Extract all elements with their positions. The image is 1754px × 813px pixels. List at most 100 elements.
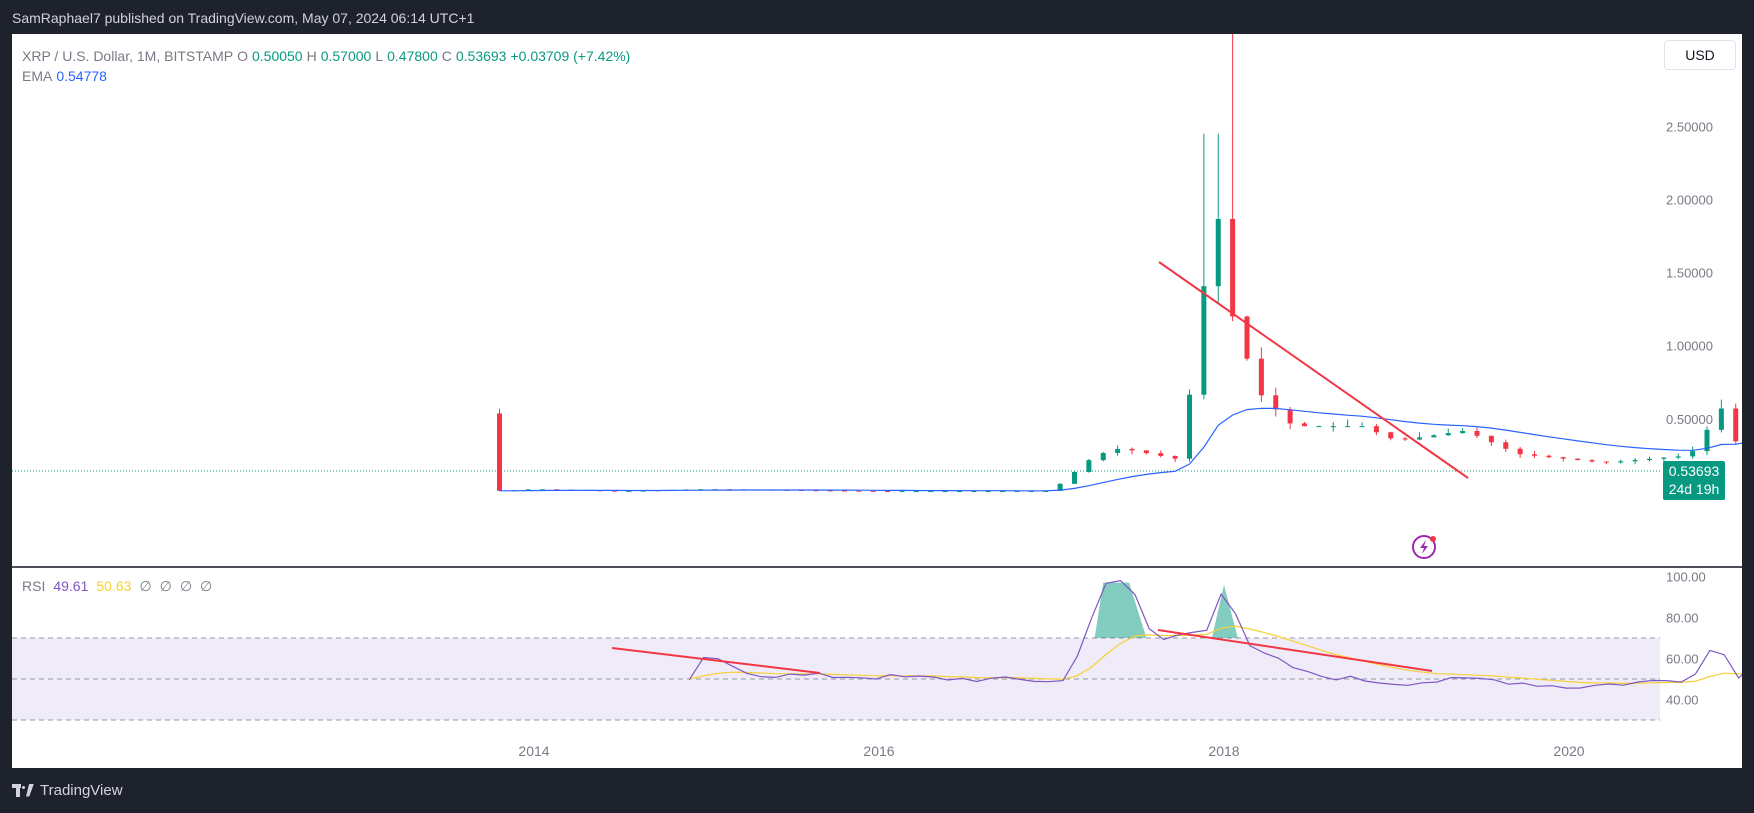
candle-body [913,491,919,493]
candle-body [1718,408,1724,430]
candle-body [1603,461,1609,463]
ema-value: 0.54778 [56,68,107,84]
symbol-legend: XRP / U.S. Dollar, 1M, BITSTAMP O 0.50050… [22,46,630,86]
candle-body [1647,458,1652,461]
candle-body [525,489,531,491]
candle-body [497,413,502,491]
candle-body [1000,491,1006,493]
candle-body [942,491,948,493]
rsi-tick-label: 40.00 [1666,693,1699,708]
candle-body [1359,426,1365,428]
candle-body [971,491,977,493]
rsi-trendline-1 [611,647,821,674]
candle-body [1187,394,1192,459]
candle-body [1532,454,1537,456]
candle-body [1517,448,1523,455]
candle-body [612,490,617,492]
candle-body [1201,286,1207,395]
current-price-value: 0.53693 [1668,463,1720,479]
price-tick-label: 0.50000 [1666,412,1713,427]
candle-body [1244,316,1250,359]
candle-body [1330,426,1336,428]
candle-body [1388,432,1394,439]
rsi-line [688,579,1742,689]
candle-body [1230,218,1236,317]
candle-body [1661,457,1667,459]
ema-line [499,407,1742,492]
candle-body [1560,457,1566,459]
candle-body [1488,435,1494,443]
time-tick-label: 2016 [863,743,894,759]
rsi-tick-label: 100.00 [1666,570,1706,585]
ohlc-row: XRP / U.S. Dollar, 1M, BITSTAMP O 0.50050… [22,46,630,66]
candle-body [957,491,962,493]
chart-panel[interactable]: 0.000000.500001.000001.500002.000002.500… [12,34,1742,768]
symbol-title: XRP / U.S. Dollar, 1M, BITSTAMP [22,48,234,64]
candle-body [1704,429,1710,452]
tradingview-logo-icon [12,783,34,798]
candle-body [1316,426,1322,428]
candle-body [1158,453,1164,456]
currency-button[interactable]: USD [1664,40,1736,70]
candle-body [1215,218,1221,287]
time-tick-label: 2014 [518,743,549,759]
candle-body [1100,452,1106,461]
tradingview-logo[interactable]: TradingView [12,782,123,799]
ema-row: EMA 0.54778 [22,66,630,86]
ema-label: EMA [22,68,53,84]
rsi-ma-value: 50.63 [96,578,132,594]
rsi-label: RSI [22,578,46,594]
price-tick-label: 1.50000 [1666,266,1713,281]
candle-body [985,491,991,493]
candle-body [1618,461,1624,463]
price-tick-label: 1.00000 [1666,339,1713,354]
candle-body [1302,423,1307,427]
time-tick-label: 2020 [1553,743,1584,759]
candle-body [554,489,560,491]
candle-body [827,490,833,492]
rsi-tick-label: 80.00 [1666,611,1699,626]
candle-body [540,489,546,491]
candle-body [1445,433,1451,436]
candle-body [1043,490,1049,492]
rsi-extra-2: ∅ [159,578,172,594]
candle-body [1546,455,1552,458]
candle-body [856,490,862,492]
candle-body [813,490,819,492]
candle-body [899,491,905,493]
open-label: O [237,48,248,64]
high-label: H [306,48,317,64]
rsi-extra-4: ∅ [200,578,213,594]
low-value: 0.47800 [387,48,438,64]
candle-body [1460,430,1466,434]
time-tick-label: 2018 [1208,743,1239,759]
footer-brand: TradingView [40,782,123,799]
candle-body [1474,430,1480,436]
rsi-extra-3: ∅ [179,578,193,594]
candle-body [870,490,876,492]
high-value: 0.57000 [320,48,372,64]
time-axis: 2014201620182020202220242026 [518,743,1584,759]
candle-body [1675,456,1681,458]
candle-body [1632,460,1638,462]
change-value: +0.03709 (+7.42%) [510,48,631,64]
rsi-trendline-2 [1157,629,1433,672]
candle-body [1733,408,1739,442]
candle-body [1690,451,1696,457]
candle-body [1072,472,1077,484]
candle-body [1589,460,1595,462]
candle-body [1143,450,1149,454]
candle-body [1115,448,1121,453]
price-trendline [1158,261,1469,479]
publish-info: SamRaphael7 published on TradingView.com… [12,10,475,26]
footer: TradingView [0,768,1754,813]
chart-svg[interactable]: 0.000000.500001.000001.500002.000002.500… [12,34,1742,768]
candle-body [1258,358,1264,396]
rsi-extra-1: ∅ [139,578,152,594]
candle-body [1287,409,1293,424]
candle-body [626,490,632,492]
publish-header: SamRaphael7 published on TradingView.com… [0,0,1754,34]
candle-body [885,491,891,493]
candle-body [1345,426,1351,428]
price-tick-label: 2.00000 [1666,192,1713,207]
